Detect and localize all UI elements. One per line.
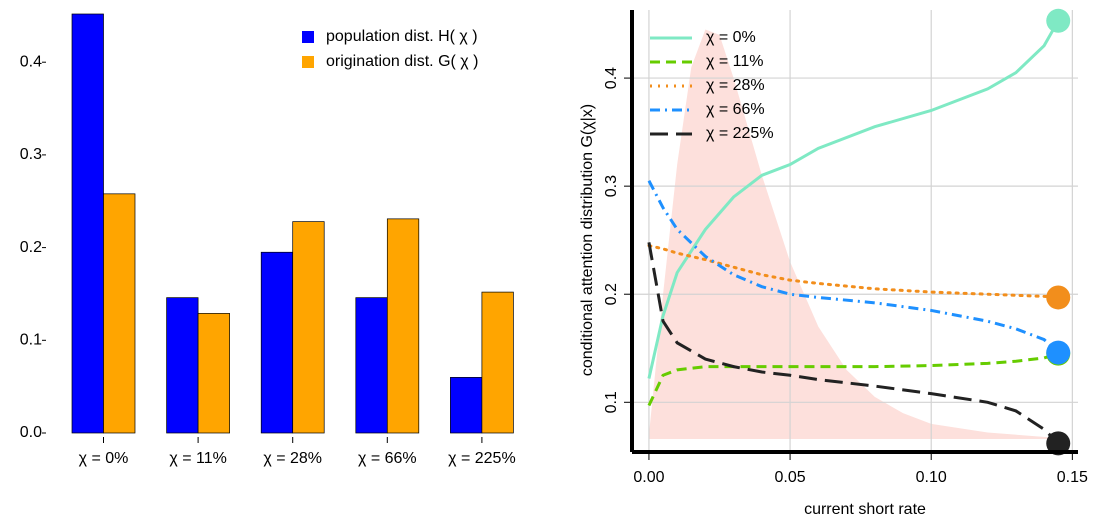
legend-label: population dist. H( χ ) — [326, 28, 478, 45]
y-axis-title: conditional attention distribution G(χ|x… — [579, 104, 596, 376]
bar — [450, 377, 483, 434]
y-tick-label: 0.4 — [603, 67, 620, 89]
legend-label: origination dist. G( χ ) — [326, 53, 478, 70]
y-tick-label: 0.2 — [20, 239, 42, 256]
bar — [103, 193, 136, 434]
bar — [197, 313, 230, 434]
y-tick-label: 0.4 — [20, 53, 42, 70]
end-marker — [1046, 431, 1071, 456]
legend-label: χ = 0% — [706, 29, 756, 46]
x-tick-label: χ = 28% — [263, 450, 322, 467]
x-tick-label: χ = 225% — [448, 450, 516, 467]
line — [647, 352, 1059, 407]
x-tick-label: 0.10 — [916, 469, 947, 486]
x-axis-title: current short rate — [804, 501, 926, 518]
bar — [355, 297, 388, 434]
line — [647, 242, 1060, 445]
bar — [386, 218, 420, 434]
end-marker — [1046, 340, 1071, 365]
line — [647, 244, 1060, 299]
legend-label: χ = 11% — [706, 53, 763, 70]
x-tick-label: χ = 11% — [169, 450, 226, 467]
x-tick-label: χ = 0% — [79, 450, 129, 467]
bar — [260, 251, 294, 434]
legend-label: χ = 28% — [706, 77, 765, 94]
bar — [292, 221, 325, 434]
x-tick-label: 0.15 — [1057, 469, 1088, 486]
bar — [166, 297, 199, 434]
y-tick-label: 0.3 — [20, 146, 42, 163]
y-tick-label: 0.1 — [603, 391, 620, 413]
x-tick-label: 0.05 — [775, 469, 806, 486]
line — [647, 20, 1060, 379]
legend-label: χ = 225% — [706, 125, 774, 142]
x-tick-label: χ = 66% — [358, 450, 417, 467]
y-tick-label: 0.1 — [20, 332, 42, 349]
end-marker — [1046, 8, 1071, 33]
line — [647, 180, 1060, 354]
y-tick-label: 0.3 — [603, 175, 620, 197]
x-tick-label: 0.00 — [633, 469, 664, 486]
y-tick-label: 0.0 — [20, 424, 42, 441]
bar — [481, 291, 514, 434]
legend-label: χ = 66% — [706, 101, 765, 118]
bar — [71, 13, 104, 434]
legend-swatch — [302, 31, 314, 43]
legend-swatch — [302, 56, 314, 68]
y-tick-label: 0.2 — [603, 283, 620, 305]
end-marker — [1046, 285, 1071, 310]
shaded-area — [648, 29, 1059, 440]
